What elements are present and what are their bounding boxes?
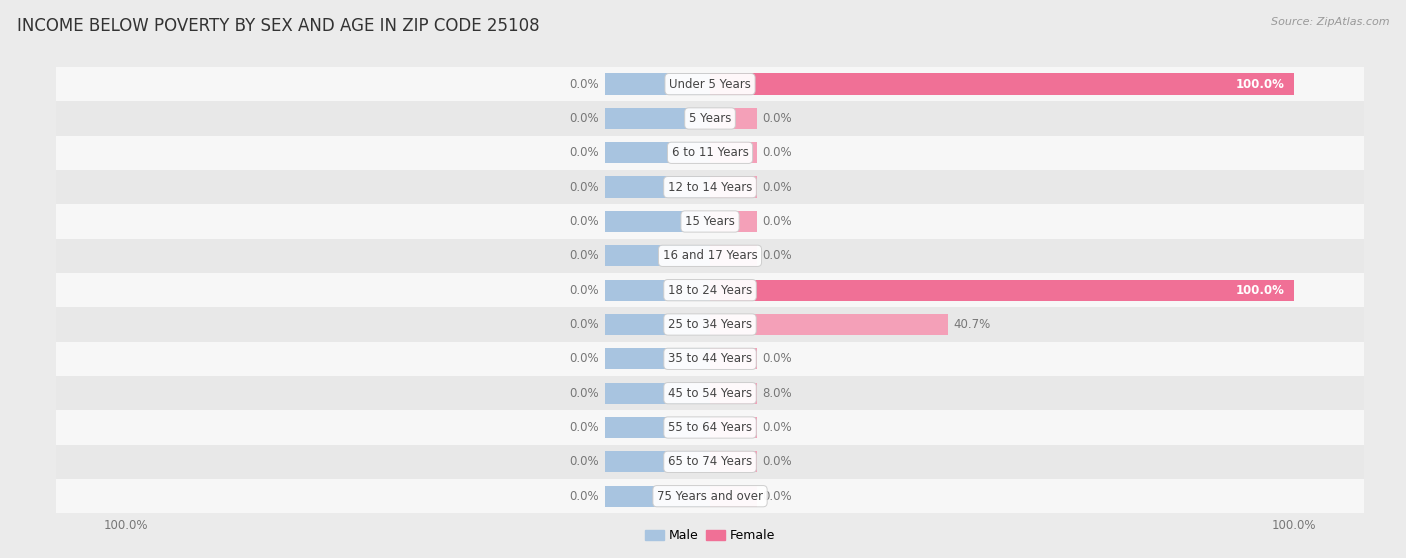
Bar xyxy=(710,417,756,438)
Text: 75 Years and over: 75 Years and over xyxy=(657,490,763,503)
Text: 0.0%: 0.0% xyxy=(569,146,599,159)
Text: 0.0%: 0.0% xyxy=(569,283,599,297)
Legend: Male, Female: Male, Female xyxy=(640,525,780,547)
Bar xyxy=(710,176,756,198)
Text: 0.0%: 0.0% xyxy=(762,181,792,194)
Text: 0.0%: 0.0% xyxy=(569,78,599,90)
Text: 35 to 44 Years: 35 to 44 Years xyxy=(668,352,752,365)
Bar xyxy=(56,204,1364,239)
Bar xyxy=(56,410,1364,445)
Bar xyxy=(56,376,1364,410)
Text: 25 to 34 Years: 25 to 34 Years xyxy=(668,318,752,331)
Text: 0.0%: 0.0% xyxy=(762,421,792,434)
Bar xyxy=(710,245,756,267)
Text: 0.0%: 0.0% xyxy=(762,146,792,159)
Text: 0.0%: 0.0% xyxy=(569,215,599,228)
Bar xyxy=(56,307,1364,341)
Text: 0.0%: 0.0% xyxy=(569,352,599,365)
Bar xyxy=(605,280,710,301)
Bar xyxy=(710,280,1294,301)
Bar xyxy=(710,451,756,473)
Bar xyxy=(605,383,710,404)
Bar xyxy=(605,142,710,163)
Text: INCOME BELOW POVERTY BY SEX AND AGE IN ZIP CODE 25108: INCOME BELOW POVERTY BY SEX AND AGE IN Z… xyxy=(17,17,540,35)
Bar xyxy=(605,108,710,129)
Bar xyxy=(710,314,948,335)
Bar xyxy=(710,142,756,163)
Text: 100.0%: 100.0% xyxy=(1236,283,1285,297)
Text: 100.0%: 100.0% xyxy=(1236,78,1285,90)
Text: 16 and 17 Years: 16 and 17 Years xyxy=(662,249,758,262)
Text: 0.0%: 0.0% xyxy=(762,112,792,125)
Text: 15 Years: 15 Years xyxy=(685,215,735,228)
Text: 0.0%: 0.0% xyxy=(569,490,599,503)
Bar xyxy=(56,239,1364,273)
Text: 6 to 11 Years: 6 to 11 Years xyxy=(672,146,748,159)
Text: 0.0%: 0.0% xyxy=(569,421,599,434)
Bar xyxy=(605,314,710,335)
Text: 0.0%: 0.0% xyxy=(762,215,792,228)
Text: 12 to 14 Years: 12 to 14 Years xyxy=(668,181,752,194)
Bar xyxy=(56,170,1364,204)
Bar xyxy=(605,451,710,473)
Bar xyxy=(710,485,756,507)
Bar xyxy=(605,74,710,95)
Bar xyxy=(56,102,1364,136)
Text: 0.0%: 0.0% xyxy=(569,455,599,468)
Bar xyxy=(605,176,710,198)
Bar xyxy=(605,417,710,438)
Bar xyxy=(710,211,756,232)
Bar xyxy=(56,445,1364,479)
Text: 65 to 74 Years: 65 to 74 Years xyxy=(668,455,752,468)
Text: 0.0%: 0.0% xyxy=(569,112,599,125)
Text: 40.7%: 40.7% xyxy=(953,318,991,331)
Bar xyxy=(605,245,710,267)
Text: 55 to 64 Years: 55 to 64 Years xyxy=(668,421,752,434)
Bar xyxy=(56,136,1364,170)
Text: 0.0%: 0.0% xyxy=(569,387,599,400)
Text: 45 to 54 Years: 45 to 54 Years xyxy=(668,387,752,400)
Text: 0.0%: 0.0% xyxy=(762,455,792,468)
Bar xyxy=(56,479,1364,513)
Bar xyxy=(56,67,1364,102)
Text: 8.0%: 8.0% xyxy=(762,387,792,400)
Text: 0.0%: 0.0% xyxy=(762,490,792,503)
Text: 0.0%: 0.0% xyxy=(569,181,599,194)
Text: 18 to 24 Years: 18 to 24 Years xyxy=(668,283,752,297)
Bar xyxy=(710,383,756,404)
Text: 0.0%: 0.0% xyxy=(569,318,599,331)
Text: 0.0%: 0.0% xyxy=(762,352,792,365)
Bar xyxy=(710,108,756,129)
Bar xyxy=(605,348,710,369)
Bar xyxy=(710,348,756,369)
Text: 5 Years: 5 Years xyxy=(689,112,731,125)
Text: Under 5 Years: Under 5 Years xyxy=(669,78,751,90)
Text: Source: ZipAtlas.com: Source: ZipAtlas.com xyxy=(1271,17,1389,27)
Bar xyxy=(56,273,1364,307)
Text: 0.0%: 0.0% xyxy=(569,249,599,262)
Bar xyxy=(710,74,1294,95)
Text: 0.0%: 0.0% xyxy=(762,249,792,262)
Bar xyxy=(605,485,710,507)
Bar xyxy=(605,211,710,232)
Bar xyxy=(56,341,1364,376)
